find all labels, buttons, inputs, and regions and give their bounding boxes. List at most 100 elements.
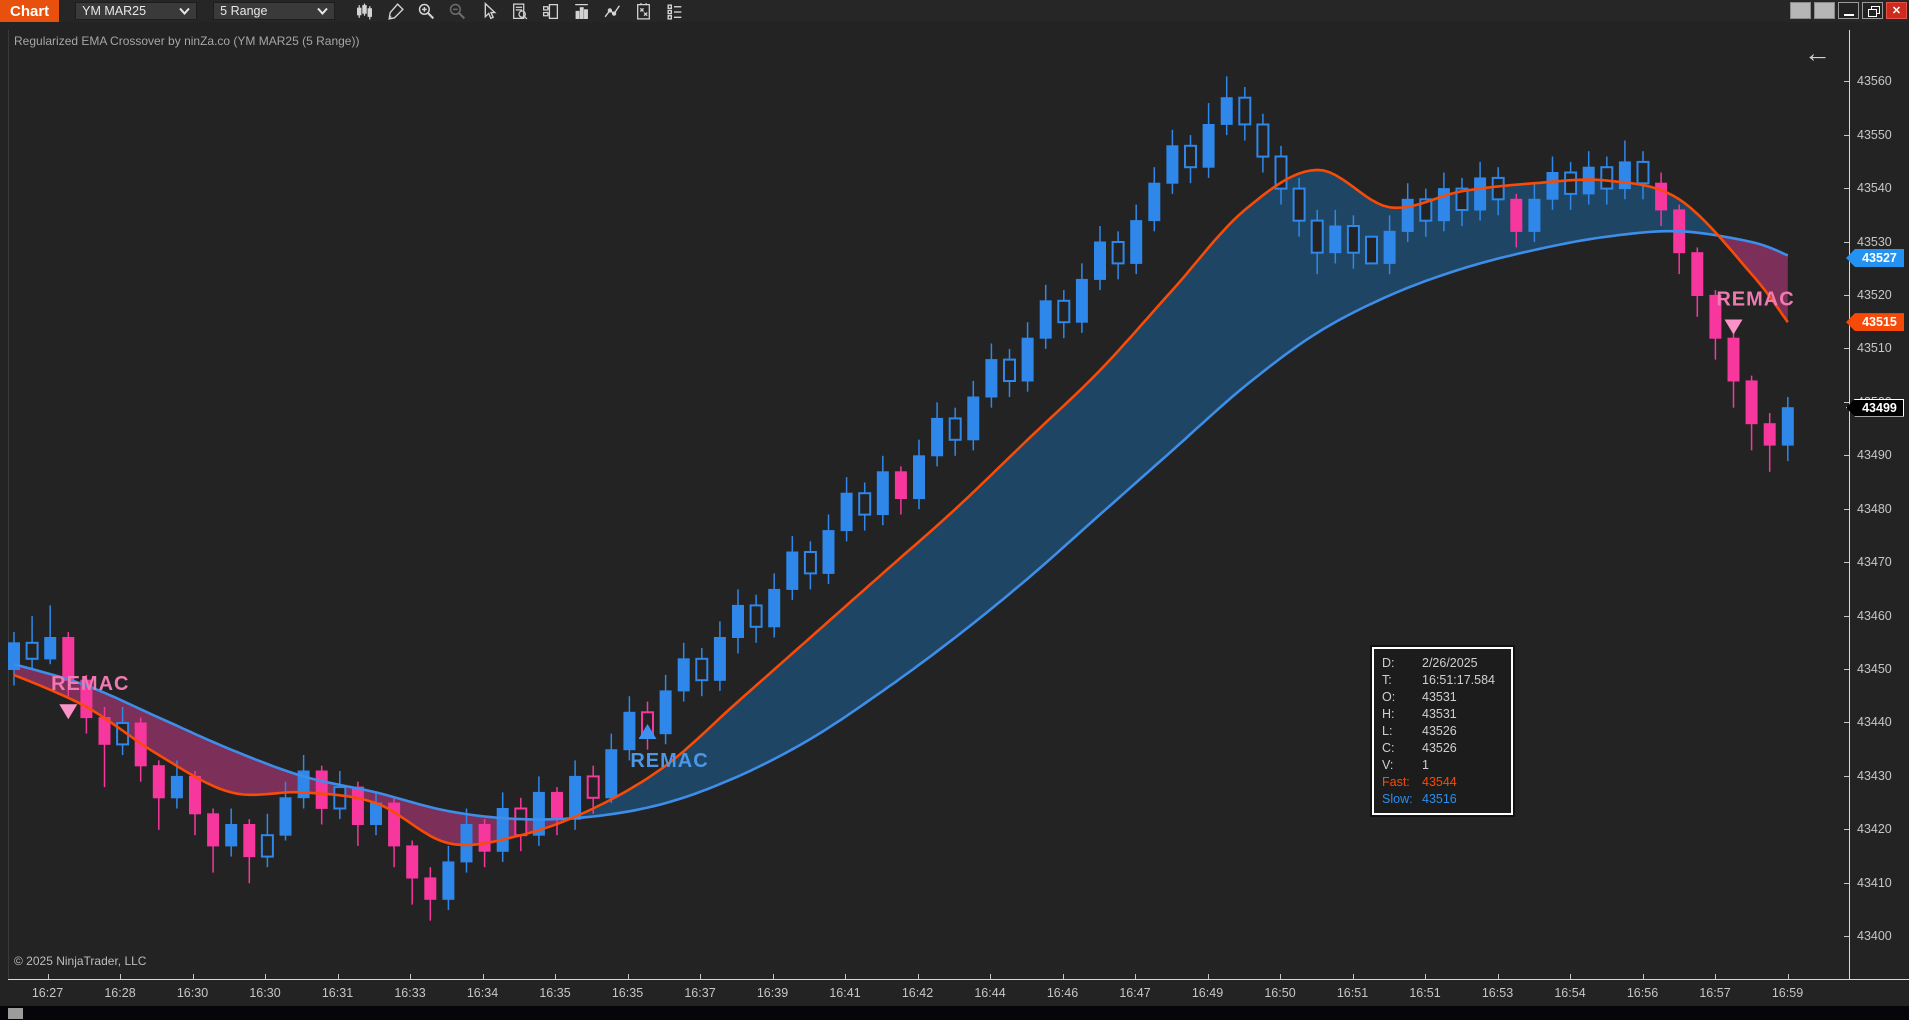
time-tick-label: 16:28 [104,986,136,1000]
data-box-row: H: 43531 [1382,706,1503,723]
price-tick-label: 43480 [1857,501,1892,516]
time-tick-mark [1280,974,1281,979]
time-tick-label: 16:37 [684,986,716,1000]
data-box-slow-row: Slow: 43516 [1382,791,1503,808]
toolbar-icons [353,1,685,21]
period-dropdown[interactable]: 5 Range [213,2,336,20]
time-tick-mark [120,974,121,979]
time-tick-mark [772,974,774,979]
price-tick-mark [1844,455,1849,457]
data-box-row-label: T: [1382,673,1392,687]
chart-style-icon[interactable] [353,1,375,21]
time-tick-mark [555,974,556,979]
time-tick-label: 16:59 [1771,986,1804,1000]
zoom-out-icon[interactable] [446,1,468,21]
price-tick-mark [1844,508,1849,510]
properties-icon[interactable] [663,1,685,21]
price-tick-mark [1844,294,1849,296]
data-box-row-label: H: [1382,707,1395,721]
close-icon: ✕ [1891,5,1902,17]
unused-button-1[interactable] [1790,2,1811,19]
remac-signal-label: REMAC [630,750,708,772]
period-dropdown-value: 5 Range [220,4,268,18]
price-tick-mark [1844,882,1849,884]
data-box-fast-row: Fast: 43544 [1382,774,1503,791]
time-tick-label: 16:35 [611,986,644,1000]
time-tick-label: 16:30 [249,986,281,1000]
price-tick-mark [1844,722,1849,724]
time-tick-label: 16:46 [1046,986,1079,1000]
time-tick-label: 16:49 [1191,986,1224,1000]
strategies-icon[interactable] [632,1,654,21]
data-box-icon[interactable] [508,1,530,21]
slow-price-badge: 43527 [1846,249,1904,268]
time-tick-mark [1497,974,1499,979]
remac-down-triangle [1724,319,1743,335]
data-box-row-label: V: [1382,758,1394,772]
price-tick-label: 43520 [1857,287,1892,302]
price-tick-mark [1844,829,1849,831]
price-tick-mark [1844,562,1849,564]
data-box-row-value: 1 [1422,758,1429,772]
time-tick-label: 16:54 [1554,986,1586,1000]
titlebar: Chart YM MAR25 5 Range ✕ [0,0,1909,22]
price-tick-label: 43510 [1857,341,1892,356]
unused-button-2[interactable] [1814,2,1835,19]
price-tick-label: 43430 [1857,768,1892,783]
time-tick-label: 16:41 [829,986,861,1000]
chart-trader-icon[interactable] [539,1,561,21]
minimize-button[interactable] [1838,2,1859,19]
zoom-in-icon[interactable] [415,1,437,21]
data-box-row-label: L: [1382,724,1393,738]
instrument-dropdown[interactable]: YM MAR25 [75,2,198,20]
time-tick-mark [700,974,701,979]
chart-window: Regularized EMA Crossover by ninZa.co (Y… [0,22,1909,1020]
price-tick-label: 43420 [1857,822,1892,837]
data-box-row-label: C: [1382,741,1395,755]
data-box-row: L: 43526 [1382,723,1503,740]
scroll-left-arrow[interactable]: ← [1804,38,1831,68]
price-tick-mark [1844,188,1849,190]
time-tick-mark [917,974,919,979]
data-box-row-label: D: [1382,656,1395,670]
data-box-row-value: 43531 [1422,690,1457,704]
price-tick-label: 43440 [1857,715,1892,730]
time-tick-label: 16:42 [901,986,934,1000]
price-tick-mark [1844,936,1849,938]
time-tick-label: 16:39 [756,986,789,1000]
bottom-strip [0,1006,1909,1020]
drawing-tools-icon[interactable] [384,1,406,21]
price-tick-label: 43490 [1857,448,1892,463]
price-tick-mark [1844,348,1849,350]
data-box-row-label: Fast: [1382,775,1410,789]
close-button[interactable]: ✕ [1886,2,1907,19]
data-box-row: T: 16:51:17.584 [1382,672,1503,689]
ema-lines-layer [13,168,1789,847]
volume-icon[interactable] [570,1,592,21]
price-tick-mark [1844,615,1849,617]
time-tick-mark [410,974,411,979]
chevron-down-icon [179,7,190,15]
restore-button[interactable] [1862,2,1883,19]
remac-signal-label: REMAC [1716,288,1794,310]
chart-plot[interactable]: REMAC REMAC REMAC [0,22,1849,980]
time-tick-label: 16:57 [1699,986,1731,1000]
time-tick-mark [1715,974,1716,979]
data-box-row: O: 43531 [1382,689,1503,706]
time-tick-mark [990,974,991,979]
data-box-row-value: 43526 [1422,724,1457,738]
price-tick-label: 43450 [1857,662,1892,676]
regression-channel-icon[interactable] [601,1,623,21]
time-tick-mark [1062,974,1064,979]
price-tick-mark [1844,241,1849,243]
price-tick-label: 43550 [1857,127,1892,142]
window-tab-chart[interactable]: Chart [0,0,60,22]
resize-grip[interactable] [8,1008,23,1019]
time-tick-mark [337,974,339,979]
time-tick-label: 16:27 [31,986,64,1000]
time-tick-mark [1570,974,1571,979]
cursor-icon[interactable] [477,1,499,21]
time-tick-label: 16:31 [321,986,354,1000]
data-box-row-value: 43544 [1422,775,1457,789]
remac-up-triangle [638,723,657,739]
